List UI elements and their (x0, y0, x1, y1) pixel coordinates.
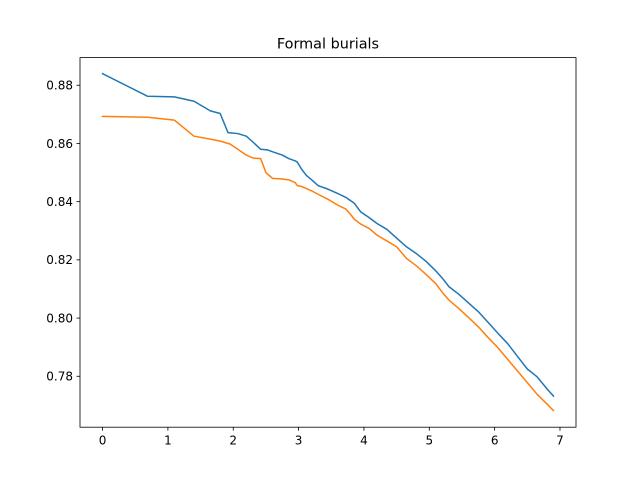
y-tick-label: 0.84 (46, 195, 73, 209)
chart-title: Formal burials (277, 37, 379, 53)
x-axis: 0 1 2 3 4 5 6 7 (99, 427, 564, 448)
y-tick-label: 0.86 (46, 137, 73, 151)
series-line-1 (101, 72, 555, 398)
x-tick-label: 3 (295, 434, 303, 448)
y-tick-label: 0.82 (46, 253, 73, 267)
x-tick-label: 2 (229, 434, 237, 448)
y-axis: 0.78 0.80 0.82 0.84 0.86 0.88 (46, 79, 80, 384)
plot-frame (79, 57, 577, 428)
x-tick-label: 6 (491, 434, 499, 448)
y-tick-label: 0.80 (46, 311, 73, 325)
series-line-2 (101, 115, 555, 412)
x-tick-label: 1 (164, 434, 172, 448)
y-tick-label: 0.88 (46, 79, 73, 93)
x-tick-label: 4 (360, 434, 368, 448)
x-tick-label: 5 (425, 434, 433, 448)
y-tick-label: 0.78 (46, 370, 73, 384)
series-layer (101, 72, 555, 412)
x-tick-label: 7 (556, 434, 564, 448)
x-tick-label: 0 (99, 434, 107, 448)
